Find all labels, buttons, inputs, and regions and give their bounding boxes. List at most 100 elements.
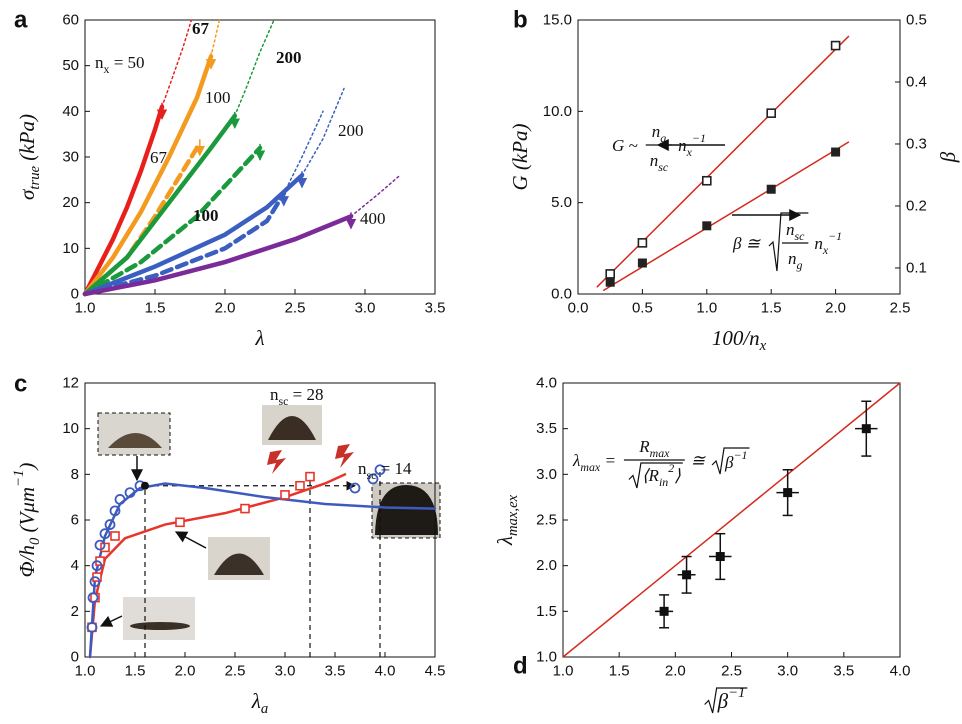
x-tick-label: 3.0 <box>777 663 798 680</box>
text-part: (Vμm <box>15 487 39 538</box>
x-tick-label: 2.0 <box>665 663 686 680</box>
y-tick-label: 10.0 <box>543 103 572 120</box>
x-tick-label: 1.5 <box>125 663 146 680</box>
y2-tick-label: 0.2 <box>906 197 927 214</box>
text-part: sc <box>658 160 669 174</box>
point <box>240 503 250 514</box>
point <box>367 473 379 485</box>
text-part: −1 <box>828 229 842 243</box>
math-text: nsc = 14 <box>358 459 412 483</box>
series-line <box>82 113 238 297</box>
point <box>124 487 136 499</box>
text-part: −1 <box>734 448 748 462</box>
y-tick-label: 0.0 <box>551 286 572 303</box>
x-tick-label: 0.0 <box>568 300 589 317</box>
text-part: β <box>717 689 729 713</box>
point <box>637 238 648 248</box>
radical <box>711 447 750 475</box>
math-text: λmax,ex <box>493 494 521 546</box>
math-text: β <box>936 151 960 163</box>
y-tick-label: 40 <box>62 103 79 120</box>
y-tick-label: 1.5 <box>536 603 557 620</box>
text-part: −1 <box>692 131 706 145</box>
y2-tick-label: 0.5 <box>906 12 927 29</box>
point <box>605 277 615 287</box>
y-tick-label: 1.0 <box>536 649 557 666</box>
y-tick-label: 5.0 <box>551 194 572 211</box>
math-text: σtrue (kPa) <box>15 114 43 200</box>
y-tick-label: 4 <box>71 557 79 574</box>
text-part: 400 <box>360 209 386 228</box>
text-part: g <box>796 258 802 272</box>
text-part: ≅ <box>691 451 706 470</box>
radical <box>704 687 748 714</box>
y-tick-label: 30 <box>62 149 79 166</box>
text-part: n <box>786 220 795 239</box>
x-tick-label: 3.0 <box>355 300 376 317</box>
text-part: n <box>270 385 279 404</box>
droplet-photo <box>262 405 322 445</box>
point <box>605 269 616 279</box>
text-part: n <box>95 53 104 72</box>
y2-tick-label: 0.1 <box>906 259 927 276</box>
y2-tick-label: 0.3 <box>906 135 927 152</box>
text-part: λ <box>572 451 580 470</box>
y-tick-label: 10 <box>62 420 79 437</box>
text-part: G (kPa) <box>508 123 532 190</box>
text-part: β <box>936 151 960 163</box>
y2-tick-label: 0.4 <box>906 73 927 90</box>
text-part: n <box>788 249 797 268</box>
y-tick-label: 8 <box>71 466 79 483</box>
point <box>175 517 185 528</box>
point <box>87 592 99 604</box>
point <box>830 40 841 51</box>
point <box>305 471 315 482</box>
text-part: sc <box>367 468 377 482</box>
y-tick-label: 0 <box>71 286 79 303</box>
text-part: 200 <box>276 48 302 67</box>
text-part: ≅ <box>741 234 760 253</box>
panel-letter: d <box>513 653 528 680</box>
series-line <box>88 473 347 659</box>
point <box>637 258 647 268</box>
point <box>104 519 116 530</box>
math-text: λmax = <box>572 451 616 475</box>
text-part: g <box>660 131 666 145</box>
math-text: nsc = 28 <box>270 385 324 409</box>
text-part: 100/ <box>712 326 752 350</box>
math-text: Rmax <box>638 437 670 461</box>
droplet-photo <box>97 412 171 456</box>
text-part: n <box>814 234 823 253</box>
series-line <box>603 141 850 292</box>
spark <box>335 444 354 468</box>
text-part: β <box>732 234 742 253</box>
math-text: nx = 50 <box>95 53 145 77</box>
series-line <box>82 191 287 297</box>
text-part: = 50 <box>109 53 144 72</box>
x-tick-label: 4.0 <box>890 663 911 680</box>
x-tick-label: 3.0 <box>275 663 296 680</box>
panel-letter: b <box>513 7 528 34</box>
plot-frame <box>577 19 901 295</box>
text-part: n <box>358 459 367 478</box>
text-part: = 14 <box>376 459 412 478</box>
math-text: nx−1 <box>814 229 842 257</box>
text-part: x <box>822 243 829 257</box>
x-tick-label: 2.0 <box>825 300 846 317</box>
text-part: (kPa) <box>15 114 39 166</box>
text-part: a <box>261 701 268 717</box>
math-text: λ <box>254 326 264 350</box>
radical <box>628 462 683 489</box>
point <box>374 464 386 476</box>
series-line <box>210 19 221 58</box>
radical <box>768 212 809 272</box>
point <box>701 175 712 186</box>
text-part: ~ <box>624 136 637 155</box>
text-part: max <box>650 446 671 460</box>
text-part: β <box>724 453 734 472</box>
point <box>110 531 120 541</box>
text-part: = <box>600 451 616 470</box>
text-part: x <box>686 145 693 159</box>
text-part: 100 <box>205 88 231 107</box>
series-line <box>562 382 901 658</box>
